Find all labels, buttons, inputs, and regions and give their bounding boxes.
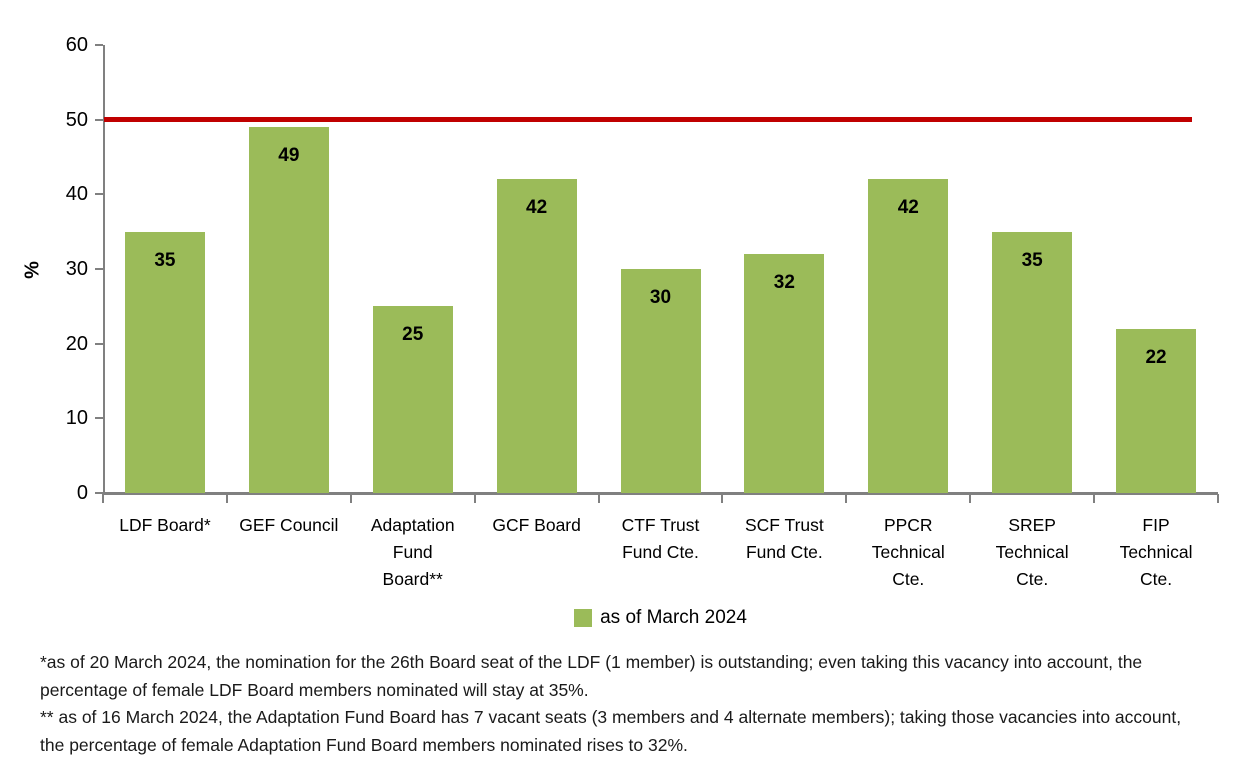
x-axis-tick [845, 494, 848, 503]
x-axis-tick [473, 494, 476, 503]
plot-area [103, 45, 1218, 495]
y-axis-tick [95, 193, 103, 196]
x-axis-tick [969, 494, 972, 503]
bar: 32 [744, 254, 825, 493]
bar-value-label: 42 [897, 197, 919, 219]
y-axis-tick [95, 118, 103, 121]
bar: 30 [620, 269, 701, 493]
x-axis-tick [721, 494, 724, 503]
bar: 25 [372, 306, 453, 493]
bar-value-label: 49 [278, 145, 300, 167]
bar: 35 [124, 231, 205, 493]
x-axis-category-label: PPCR Technical Cte. [871, 515, 945, 589]
legend-swatch [574, 609, 593, 627]
bar-value-label: 35 [1021, 249, 1043, 271]
x-axis-category-label: GCF Board [492, 515, 581, 535]
x-axis-category-label: SCF Trust Fund Cte. [744, 515, 824, 562]
footnote-2: ** as of 16 March 2024, the Adaptation F… [40, 707, 1182, 755]
y-axis-tick-label: 20 [65, 332, 88, 355]
y-axis-tick-label: 50 [65, 108, 88, 131]
bar-value-label: 35 [154, 249, 176, 271]
y-axis-tick-label: 30 [65, 258, 88, 280]
x-axis-tick [349, 494, 352, 503]
bar-value-label: 30 [649, 287, 672, 308]
legend: as of March 2024 [103, 607, 1218, 629]
bar-value-label: 42 [526, 197, 548, 219]
y-axis-tick [95, 342, 103, 345]
y-axis-tick-label: 0 [76, 482, 88, 504]
y-axis-tick [95, 44, 103, 46]
bar: 22 [1116, 328, 1197, 493]
x-axis-tick [597, 494, 600, 503]
bar: 42 [868, 179, 949, 493]
bar-value-label: 22 [1145, 346, 1167, 368]
x-axis-tick [225, 494, 228, 503]
footnotes: *as of 20 March 2024, the nomination for… [40, 649, 1185, 759]
bar-value-label: 25 [402, 324, 424, 346]
y-axis-tick-label: 10 [65, 407, 88, 430]
bar: 42 [496, 179, 577, 493]
y-axis-tick [95, 268, 103, 270]
x-axis-category-label: LDF Board* [119, 515, 211, 535]
reference-line-50-percent [104, 116, 1192, 122]
legend-label: as of March 2024 [600, 607, 747, 628]
x-axis-tick [1217, 494, 1219, 503]
x-axis-category-label: SREP Technical Cte. [995, 515, 1069, 589]
y-axis-tick [95, 492, 103, 494]
x-axis-tick [102, 494, 104, 503]
bar: 49 [248, 127, 329, 493]
x-axis-tick [1093, 494, 1096, 503]
y-axis-tick-label: 60 [65, 34, 88, 56]
x-axis-category-label: CTF Trust Fund Cte. [621, 515, 700, 562]
y-axis-tick [95, 417, 103, 420]
y-axis-tick-label: 40 [65, 183, 88, 206]
bar-value-label: 32 [773, 272, 795, 294]
x-axis-category-label: GEF Council [239, 515, 339, 535]
x-axis-category-label: FIP Technical Cte. [1119, 515, 1193, 589]
bar: 35 [992, 231, 1073, 493]
footnote-1: *as of 20 March 2024, the nomination for… [40, 652, 1143, 700]
x-axis-category-label: Adaptation Fund Board** [370, 515, 455, 589]
